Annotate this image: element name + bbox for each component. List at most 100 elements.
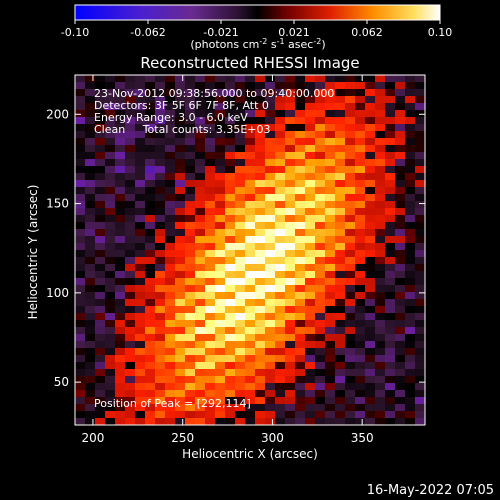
heatmap-cell [335, 334, 346, 342]
heatmap-cell [95, 411, 106, 419]
heatmap-cell [135, 327, 146, 335]
heatmap-cell [75, 369, 86, 377]
heatmap-cell [145, 257, 156, 265]
heatmap-cell [125, 243, 136, 251]
heatmap-cell [415, 103, 425, 111]
heatmap-cell [165, 383, 176, 391]
heatmap-cell [175, 187, 186, 195]
heatmap-cell [185, 89, 196, 97]
heatmap-cell [95, 180, 106, 188]
heatmap-cell [285, 348, 296, 356]
heatmap-cell [345, 369, 356, 377]
heatmap-cell [275, 180, 286, 188]
heatmap-cell [385, 376, 396, 384]
heatmap-cell [325, 250, 336, 258]
heatmap-cell [385, 250, 396, 258]
heatmap-cell [305, 180, 316, 188]
heatmap-cell [215, 103, 226, 111]
heatmap-cell [195, 103, 206, 111]
heatmap-cell [85, 215, 96, 223]
heatmap-cell [375, 348, 386, 356]
heatmap-cell [185, 418, 196, 425]
heatmap-cell [415, 257, 425, 265]
heatmap-cell [365, 152, 376, 160]
heatmap-cell [325, 390, 336, 398]
heatmap-cell [75, 131, 86, 139]
heatmap-cell [295, 306, 306, 314]
heatmap-cell [335, 278, 346, 286]
heatmap-cell [405, 243, 416, 251]
heatmap-cell [395, 348, 406, 356]
heatmap-cell [345, 180, 356, 188]
heatmap-cell [205, 285, 216, 293]
heatmap-cell [345, 103, 356, 111]
heatmap-cell [125, 145, 136, 153]
heatmap-cell [85, 334, 96, 342]
heatmap-cell [415, 152, 425, 160]
heatmap-cell [95, 348, 106, 356]
heatmap-cell [95, 243, 106, 251]
heatmap-cell [105, 390, 116, 398]
heatmap-cell [245, 201, 256, 209]
heatmap-cell [365, 348, 376, 356]
heatmap-cell [115, 341, 126, 349]
heatmap-cell [385, 299, 396, 307]
heatmap-cell [75, 103, 86, 111]
heatmap-cell [205, 383, 216, 391]
heatmap-cell [375, 376, 386, 384]
heatmap-cell [395, 201, 406, 209]
heatmap-cell [335, 369, 346, 377]
heatmap-cell [275, 243, 286, 251]
heatmap-cell [205, 215, 216, 223]
heatmap-cell [245, 348, 256, 356]
heatmap-cell [345, 215, 356, 223]
heatmap-cell [265, 292, 276, 300]
heatmap-cell [135, 355, 146, 363]
heatmap-cell [195, 110, 206, 118]
heatmap-cell [195, 271, 206, 279]
heatmap-cell [275, 96, 286, 104]
heatmap-cell [95, 236, 106, 244]
heatmap-cell [415, 348, 425, 356]
heatmap-cell [245, 306, 256, 314]
heatmap-cell [115, 110, 126, 118]
heatmap-cell [395, 411, 406, 419]
heatmap-cell [105, 201, 116, 209]
heatmap-cell [335, 355, 346, 363]
heatmap-cell [215, 383, 226, 391]
heatmap-cell [205, 138, 216, 146]
heatmap-cell [385, 390, 396, 398]
heatmap-cell [275, 397, 286, 405]
heatmap-cell [325, 397, 336, 405]
heatmap-cell [415, 159, 425, 167]
heatmap-cell [165, 341, 176, 349]
heatmap-cell [295, 194, 306, 202]
heatmap-cell [125, 390, 136, 398]
heatmap-cell [235, 145, 246, 153]
heatmap-cell [135, 208, 146, 216]
heatmap-cell [255, 348, 266, 356]
heatmap-cell [325, 75, 336, 83]
heatmap-cell [395, 362, 406, 370]
heatmap-cell [415, 362, 425, 370]
heatmap-cell [155, 271, 166, 279]
heatmap-cell [115, 117, 126, 125]
heatmap-cell [295, 327, 306, 335]
heatmap-cell [385, 117, 396, 125]
heatmap-cell [375, 320, 386, 328]
heatmap-cell [225, 313, 236, 321]
heatmap-cell [285, 89, 296, 97]
heatmap-cell [155, 341, 166, 349]
heatmap-cell [185, 194, 196, 202]
heatmap-cell [275, 222, 286, 230]
heatmap-cell [185, 341, 196, 349]
heatmap-cell [245, 264, 256, 272]
heatmap-cell [115, 243, 126, 251]
heatmap-cell [245, 222, 256, 230]
heatmap-cell [265, 299, 276, 307]
heatmap-cell [115, 334, 126, 342]
heatmap-cell [85, 145, 96, 153]
heatmap-cell [95, 166, 106, 174]
heatmap-cell [325, 418, 336, 425]
heatmap-cell [385, 222, 396, 230]
